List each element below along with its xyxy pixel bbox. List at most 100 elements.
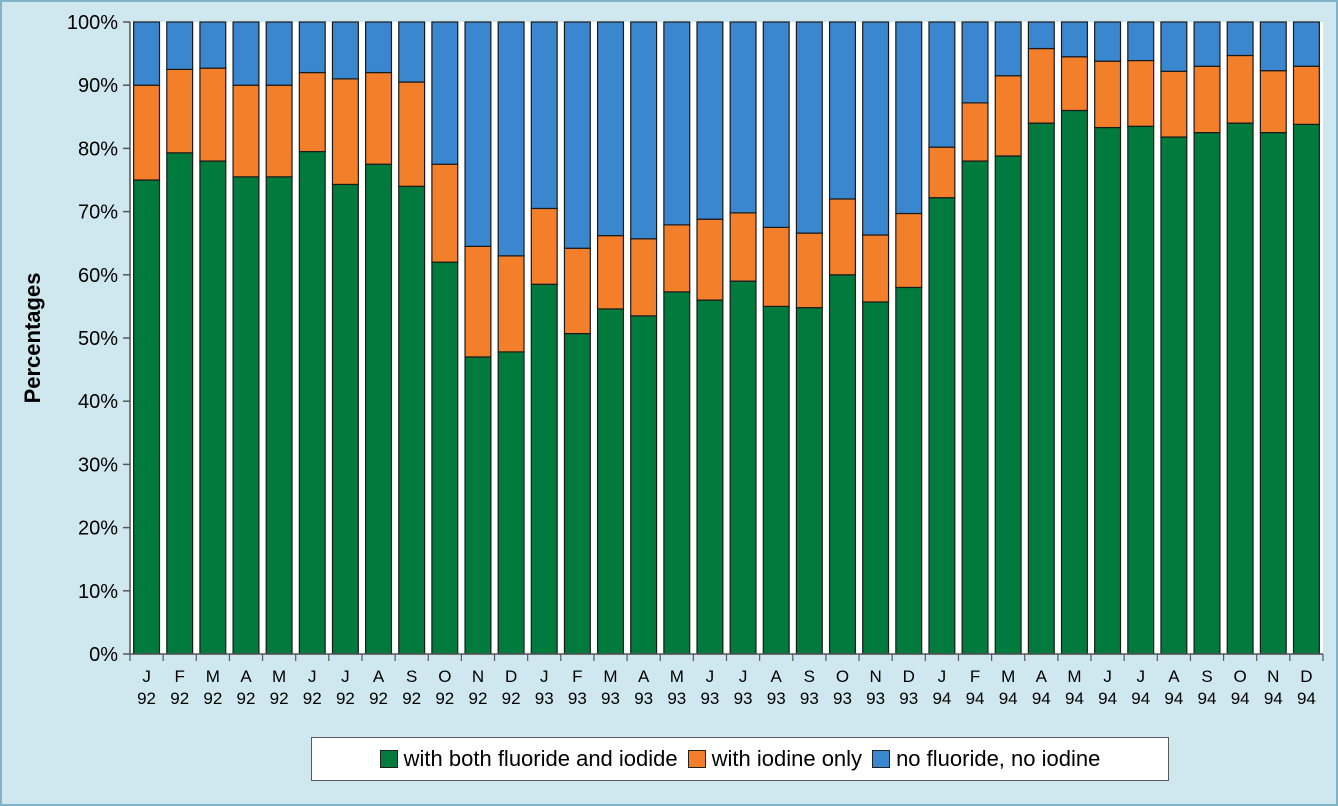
x-tick-label-year: 93	[800, 689, 819, 708]
x-tick-label-year: 94	[966, 689, 985, 708]
x-tick-label-year: 94	[1297, 689, 1316, 708]
y-tick-label: 20%	[78, 518, 118, 540]
bar-segment-both	[762, 305, 790, 655]
bar-segment-none	[1226, 21, 1254, 57]
bar-segment-iodine-only	[795, 232, 823, 309]
bar-segment-both	[729, 280, 757, 655]
bar-segment-iodine-only	[961, 102, 989, 162]
bar-segment-iodine-only	[729, 212, 757, 282]
bar-segment-both	[696, 299, 724, 655]
y-tick-label: 80%	[78, 138, 118, 160]
bar-segment-iodine-only	[630, 238, 658, 317]
bar-segment-both	[1259, 132, 1287, 655]
bar-segment-iodine-only	[828, 198, 857, 276]
bar-segment-none	[298, 21, 326, 74]
bar-segment-iodine-only	[1094, 60, 1122, 129]
x-tick-label-month: S	[406, 667, 417, 686]
bar-segment-both	[596, 308, 625, 655]
bar-segment-both	[961, 160, 989, 655]
bar-segment-none	[1094, 21, 1122, 62]
legend-item-none: no fluoride, no iodine	[872, 746, 1100, 772]
x-tick-label-year: 93	[866, 689, 885, 708]
bar-segment-iodine-only	[1160, 70, 1188, 138]
bar-segment-iodine-only	[431, 163, 459, 263]
bar-segment-iodine-only	[166, 68, 194, 154]
legend-label-none: no fluoride, no iodine	[896, 746, 1101, 771]
bar-segment-none	[398, 21, 426, 83]
bar-segment-none	[1060, 21, 1088, 58]
x-tick-label-year: 94	[1231, 689, 1250, 708]
x-tick-label-month: O	[836, 667, 849, 686]
y-axis-label: Percentages	[20, 273, 45, 404]
x-tick-label-month: N	[869, 667, 881, 686]
x-tick-label-year: 92	[270, 689, 289, 708]
legend-label-iodine: with iodine only	[711, 746, 863, 771]
x-tick-label-month: F	[175, 667, 185, 686]
bar-segment-none	[199, 21, 227, 69]
y-tick-label: 60%	[78, 265, 118, 287]
x-tick-label-year: 93	[667, 689, 686, 708]
bar-segment-iodine-only	[398, 81, 426, 187]
bar-segment-none	[1292, 21, 1320, 67]
x-tick-label-year: 94	[1098, 689, 1117, 708]
bar-segment-both	[795, 307, 823, 655]
bar-segment-iodine-only	[298, 71, 326, 153]
x-tick-label-year: 93	[833, 689, 852, 708]
y-tick-label: 40%	[78, 391, 118, 413]
x-tick-label-month: M	[603, 667, 617, 686]
x-tick-label-month: A	[638, 667, 650, 686]
x-tick-label-month: M	[1001, 667, 1015, 686]
x-tick-label-year: 92	[502, 689, 521, 708]
x-tick-label-month: A	[373, 667, 385, 686]
bar-segment-iodine-only	[1193, 65, 1221, 134]
x-tick-label-month: J	[938, 667, 947, 686]
x-tick-label-month: M	[206, 667, 220, 686]
bar-segment-both	[232, 176, 260, 655]
bar-segment-iodine-only	[365, 71, 393, 165]
bar-segment-none	[961, 21, 989, 104]
bar-segment-both	[895, 286, 923, 655]
x-tick-label-year: 94	[1198, 689, 1217, 708]
y-tick-label: 30%	[78, 454, 118, 476]
bar-segment-none	[795, 21, 823, 234]
y-axis: 0% 10% 20% 30% 40% 50% 60% 70% 80% 90% 100%	[67, 12, 131, 666]
bars-group	[133, 21, 1320, 655]
x-tick-label-year: 94	[1065, 689, 1084, 708]
bar-segment-both	[265, 176, 293, 655]
bar-segment-none	[464, 21, 492, 247]
bar-segment-none	[828, 21, 857, 200]
bar-segment-both	[1060, 109, 1088, 655]
x-tick-label-year: 93	[601, 689, 620, 708]
bar-segment-both	[133, 179, 161, 655]
bar-segment-iodine-only	[530, 207, 558, 285]
bar-segment-none	[365, 21, 393, 74]
bar-segment-none	[265, 21, 293, 86]
bar-segment-both	[828, 274, 857, 655]
bar-segment-both	[431, 261, 459, 655]
bar-segment-none	[1160, 21, 1188, 72]
legend-item-both: with both fluoride and iodide	[379, 746, 678, 772]
bar-segment-both	[497, 351, 525, 655]
bar-segment-iodine-only	[265, 84, 293, 178]
bar-segment-iodine-only	[994, 75, 1022, 157]
legend-label-both: with both fluoride and iodide	[403, 746, 678, 771]
y-tick-label: 90%	[78, 75, 118, 97]
bar-segment-iodine-only	[1292, 65, 1320, 125]
bar-segment-iodine-only	[497, 255, 525, 353]
bar-segment-none	[530, 21, 558, 210]
x-tick-label-month: S	[1201, 667, 1212, 686]
bar-segment-none	[1259, 21, 1287, 72]
bar-segment-iodine-only	[1226, 54, 1254, 124]
plot-background	[130, 22, 1323, 654]
x-tick-label-year: 94	[1164, 689, 1183, 708]
bar-segment-none	[331, 21, 359, 80]
bar-segment-iodine-only	[596, 235, 625, 310]
x-tick-label-month: J	[739, 667, 748, 686]
x-tick-label-year: 94	[932, 689, 951, 708]
x-tick-label-year: 94	[1131, 689, 1150, 708]
bar-segment-both	[331, 183, 359, 655]
x-tick-label-year: 92	[435, 689, 454, 708]
x-tick-label-year: 93	[700, 689, 719, 708]
legend: with both fluoride and iodide with iodin…	[311, 737, 1169, 781]
y-tick-label: 100%	[67, 12, 118, 34]
